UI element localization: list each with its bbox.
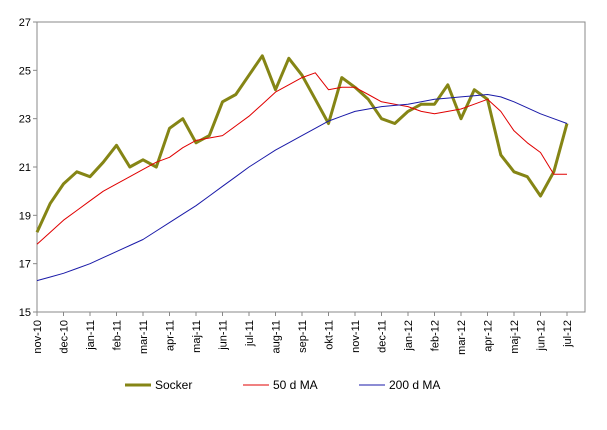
x-tick-label: jul-12 — [562, 320, 574, 348]
series-line — [36, 72, 567, 245]
x-tick-label: feb-12 — [430, 320, 442, 351]
y-tick-label: 25 — [19, 65, 31, 77]
x-tick-label: maj-12 — [509, 320, 521, 354]
y-tick-label: 17 — [19, 259, 31, 271]
series-line — [36, 94, 568, 282]
plot-area — [36, 21, 586, 313]
x-tick-label: jun-12 — [536, 320, 548, 352]
y-tick-label: 27 — [19, 17, 31, 29]
x-tick-label: sep-11 — [297, 320, 309, 353]
y-tick-label: 23 — [19, 114, 31, 126]
y-tick-label: 19 — [19, 210, 31, 222]
x-tick-label: jan-12 — [403, 320, 415, 352]
x-tick-label: dec-10 — [59, 320, 71, 354]
x-tick-label: mar-11 — [138, 320, 150, 354]
x-tick-label: jul-11 — [244, 320, 256, 347]
x-tick-label: nov-11 — [350, 320, 362, 353]
series-line — [35, 54, 569, 233]
x-tick-label: apr-11 — [165, 320, 177, 351]
legend-label: 200 d MA — [389, 378, 440, 392]
x-tick-label: maj-11 — [191, 320, 203, 353]
x-tick-label: apr-12 — [483, 320, 495, 352]
x-tick-label: feb-11 — [112, 320, 124, 350]
y-tick-label: 21 — [19, 162, 31, 174]
x-tick-label: aug-11 — [271, 320, 283, 353]
x-tick-label: dec-11 — [377, 320, 389, 353]
legend-label: Socker — [155, 378, 192, 392]
x-tick-label: okt-11 — [324, 320, 336, 350]
x-tick-label: jun-11 — [218, 320, 230, 351]
x-tick-label: mar-12 — [456, 320, 468, 355]
x-tick-label: nov-10 — [32, 320, 44, 354]
x-tick-label: jan-11 — [85, 320, 97, 351]
legend-label: 50 d MA — [273, 378, 318, 392]
y-tick-label: 15 — [19, 307, 31, 319]
